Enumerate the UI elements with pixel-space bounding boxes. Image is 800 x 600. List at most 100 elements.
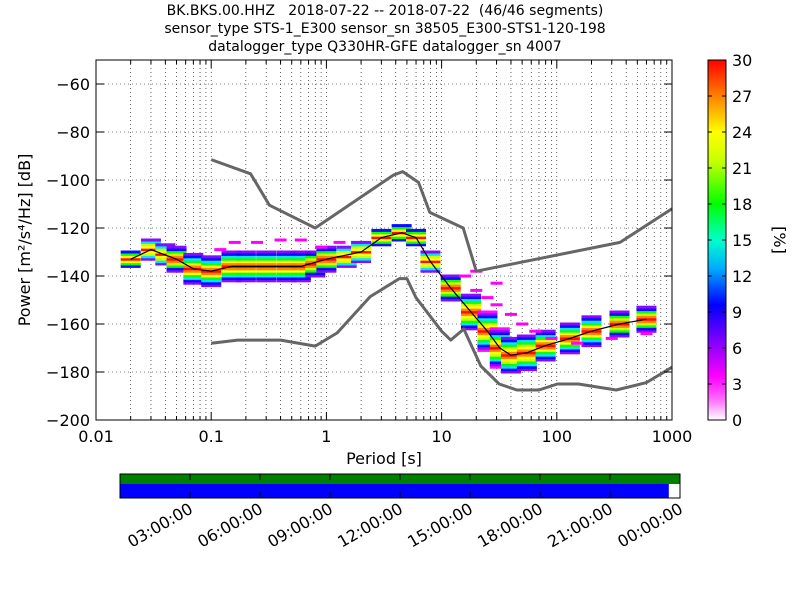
- psd-cell: [336, 262, 357, 266]
- psd-cell: [221, 250, 242, 254]
- psd-cell: [120, 255, 141, 259]
- psd-cell: [351, 252, 372, 256]
- psd-cell: [500, 341, 521, 345]
- psd-cell: [305, 269, 326, 273]
- y-tick-label: −180: [46, 363, 90, 382]
- psd-cell: [120, 262, 141, 266]
- psd-cell: [636, 312, 657, 316]
- psd-cell: [500, 363, 521, 367]
- psd-cell: [183, 281, 204, 285]
- psd-cell: [500, 365, 521, 369]
- psd-cell: [155, 260, 176, 264]
- psd-cell: [221, 267, 242, 271]
- colorbar-tick-label: 24: [732, 123, 752, 142]
- psd-cell: [235, 269, 256, 273]
- psd-cell: [477, 322, 498, 326]
- psd-cell: [256, 257, 277, 261]
- psd-cell: [256, 262, 277, 266]
- psd-cell: [516, 365, 537, 369]
- psd-cell: [221, 276, 242, 280]
- psd-cell: [290, 260, 311, 264]
- psd-cell: [371, 228, 392, 232]
- psd-cell: [235, 250, 256, 254]
- psd-cell: [609, 317, 630, 321]
- psd-cell: [459, 274, 472, 278]
- psd-cell: [256, 252, 277, 256]
- psd-cell: [516, 341, 537, 345]
- y-tick-label: −120: [46, 219, 90, 238]
- psd-cell: [371, 231, 392, 235]
- psd-cell: [351, 243, 372, 247]
- coverage-bar: [120, 484, 669, 498]
- timeline: 03:00:0006:00:0009:00:0012:00:0015:00:00…: [119, 473, 686, 551]
- psd-cell: [559, 348, 580, 352]
- psd-cell: [516, 356, 537, 360]
- psd-cell: [581, 339, 602, 343]
- psd-cell: [636, 310, 657, 314]
- psd-cell: [290, 269, 311, 273]
- psd-cell: [294, 238, 307, 242]
- psd-cell: [406, 238, 427, 242]
- colorbar-tick-label: 15: [732, 231, 752, 250]
- psd-cell: [500, 351, 521, 355]
- psd-cell: [559, 332, 580, 336]
- timeline-tick-label: 00:00:00: [614, 499, 686, 551]
- psd-cell: [316, 250, 337, 254]
- psd-cell: [535, 351, 556, 355]
- psd-cell: [406, 233, 427, 237]
- timeline-tick-label: 09:00:00: [264, 499, 336, 551]
- new-high-noise-model-line: [210, 158, 673, 273]
- psd-cell: [336, 255, 357, 259]
- psd-cell: [351, 257, 372, 261]
- psd-cell: [516, 346, 537, 350]
- psd-cell: [636, 327, 657, 331]
- psd-cell: [516, 334, 537, 338]
- x-axis-label: Period [s]: [346, 449, 422, 468]
- colorbar-tick-label: 27: [732, 87, 752, 106]
- psd-cell: [470, 288, 483, 292]
- psd-cell: [477, 320, 498, 324]
- psd-cell: [406, 228, 427, 232]
- psd-cell: [489, 341, 510, 345]
- psd-cell: [336, 264, 357, 268]
- psd-cell: [235, 267, 256, 271]
- psd-cell: [391, 224, 412, 228]
- psd-cell: [305, 262, 326, 266]
- psd-cell: [120, 252, 141, 256]
- psd-cell: [581, 344, 602, 348]
- psd-cell: [183, 276, 204, 280]
- psd-cell: [535, 346, 556, 350]
- psd-cell: [489, 329, 510, 333]
- psd-cell: [290, 274, 311, 278]
- psd-cell: [305, 267, 326, 271]
- psd-cell: [500, 336, 521, 340]
- psd-cell: [305, 272, 326, 276]
- psd-cell: [316, 248, 337, 252]
- psd-cell: [559, 341, 580, 345]
- psd-cell: [371, 233, 392, 237]
- psd-cell: [201, 255, 222, 259]
- colorbar-tick-label: 30: [732, 51, 752, 70]
- median-psd-line: [130, 232, 647, 356]
- colorbar-tick-label: 6: [732, 339, 742, 358]
- psd-cell: [559, 339, 580, 343]
- psd-cell: [235, 255, 256, 259]
- psd-cell: [336, 245, 357, 249]
- psd-cell: [489, 339, 510, 343]
- psd-cell: [535, 332, 556, 336]
- psd-cell: [440, 274, 461, 278]
- psd-cell: [183, 272, 204, 276]
- psd-cell: [440, 298, 461, 302]
- psd-cell: [256, 260, 277, 264]
- y-tick-label: −140: [46, 267, 90, 286]
- psd-cell: [636, 308, 657, 312]
- psd-cell: [221, 252, 242, 256]
- psd-cell: [316, 260, 337, 264]
- psd-cell: [500, 348, 521, 352]
- colorbar-tick-label: 18: [732, 195, 752, 214]
- psd-cell: [290, 262, 311, 266]
- colorbar-tick-label: 12: [732, 267, 752, 286]
- psd-cell: [256, 255, 277, 259]
- psd-cell: [256, 276, 277, 280]
- psd-cell: [140, 243, 161, 247]
